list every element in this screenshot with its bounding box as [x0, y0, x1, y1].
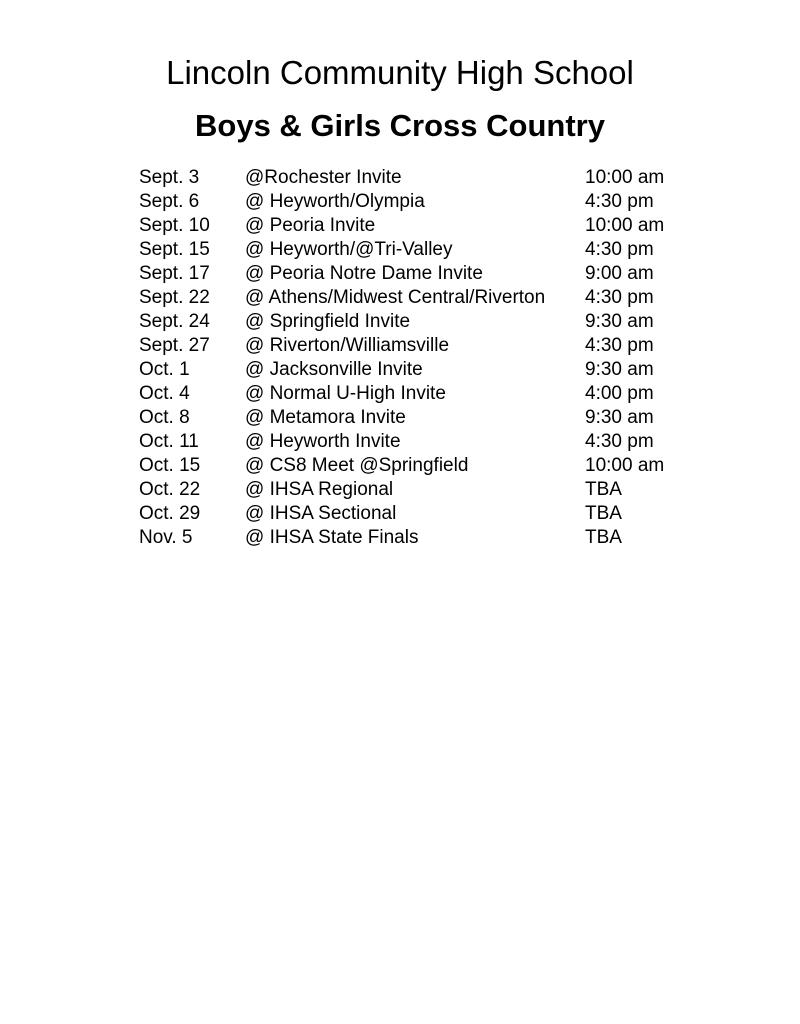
meet-date: Sept. 10 [139, 214, 210, 236]
meet-event: @ IHSA Sectional [245, 502, 397, 524]
schedule-row: Oct. 15 @ CS8 Meet @Springfield 10:00 am [139, 454, 740, 478]
meet-date: Sept. 24 [139, 310, 210, 332]
meet-time: 9:00 am [585, 262, 654, 284]
meet-date: Oct. 11 [139, 430, 199, 452]
schedule-row: Sept. 15 @ Heyworth/@Tri-Valley 4:30 pm [139, 238, 740, 262]
schedule-row: Sept. 22 @ Athens/Midwest Central/Rivert… [139, 286, 740, 310]
team-subtitle: Boys & Girls Cross Country [195, 107, 605, 143]
meet-event: @ Riverton/Williamsville [245, 334, 450, 356]
meet-date: Sept. 3 [139, 166, 200, 188]
schedule-row: Oct. 29 @ IHSA Sectional TBA [139, 502, 740, 526]
schedule-row: Oct. 1 @ Jacksonville Invite 9:30 am [139, 358, 740, 382]
meet-time: 9:30 am [585, 406, 654, 428]
meet-time: TBA [585, 478, 622, 500]
meet-time: TBA [585, 502, 622, 524]
schedule-row: Oct. 22 @ IHSA Regional TBA [139, 478, 740, 502]
meet-date: Sept. 15 [139, 238, 210, 260]
schedule-row: Sept. 24 @ Springfield Invite 9:30 am [139, 310, 740, 334]
schedule-row: Nov. 5 @ IHSA State Finals TBA [139, 526, 740, 550]
meet-time: 4:00 pm [585, 382, 654, 404]
meet-time: 4:30 pm [585, 334, 654, 356]
meet-time: 10:00 am [585, 166, 665, 188]
meet-date: Oct. 8 [139, 406, 190, 428]
schedule-row: Sept. 3 @Rochester Invite 10:00 am [139, 166, 740, 190]
meet-date: Sept. 22 [139, 286, 210, 308]
meet-date: Sept. 17 [139, 262, 210, 284]
meet-date: Oct. 1 [139, 358, 190, 380]
meet-date: Sept. 27 [139, 334, 210, 356]
meet-event: @ Peoria Invite [245, 214, 376, 236]
meet-event: @ Athens/Midwest Central/Riverton [245, 286, 546, 308]
meet-date: Nov. 5 [139, 526, 193, 548]
meet-date: Oct. 4 [139, 382, 190, 404]
meet-date: Oct. 22 [139, 478, 201, 500]
meet-date: Sept. 6 [139, 190, 200, 212]
meet-time: 9:30 am [585, 358, 654, 380]
meet-time: TBA [585, 526, 622, 548]
meet-time: 4:30 pm [585, 190, 654, 212]
meet-event: @ Springfield Invite [245, 310, 411, 332]
meet-date: Oct. 29 [139, 502, 201, 524]
meet-event: @ Peoria Notre Dame Invite [245, 262, 483, 284]
schedule-row: Oct. 8 @ Metamora Invite 9:30 am [139, 406, 740, 430]
meet-event: @ CS8 Meet @Springfield [245, 454, 469, 476]
school-title: Lincoln Community High School [166, 54, 634, 91]
meet-time: 4:30 pm [585, 238, 654, 260]
schedule-row: Sept. 6 @ Heyworth/Olympia 4:30 pm [139, 190, 740, 214]
meet-time: 10:00 am [585, 214, 665, 236]
meet-time: 4:30 pm [585, 286, 654, 308]
meet-event: @Rochester Invite [245, 166, 402, 188]
meet-event: @ Normal U-High Invite [245, 382, 446, 404]
schedule-row: Sept. 17 @ Peoria Notre Dame Invite 9:00… [139, 262, 740, 286]
meet-event: @ Heyworth/@Tri-Valley [245, 238, 453, 260]
schedule-row: Sept. 27 @ Riverton/Williamsville 4:30 p… [139, 334, 740, 358]
meet-time: 4:30 pm [585, 430, 654, 452]
meet-event: @ Heyworth Invite [245, 430, 401, 452]
meet-event: @ IHSA State Finals [245, 526, 419, 548]
schedule-row: Oct. 4 @ Normal U-High Invite 4:00 pm [139, 382, 740, 406]
schedule-row: Oct. 11 @ Heyworth Invite 4:30 pm [139, 430, 740, 454]
meet-event: @ IHSA Regional [245, 478, 394, 500]
meet-time: 10:00 am [585, 454, 665, 476]
meet-event: @ Jacksonville Invite [245, 358, 423, 380]
meet-date: Oct. 15 [139, 454, 201, 476]
schedule-row: Sept. 10 @ Peoria Invite 10:00 am [139, 214, 740, 238]
meet-event: @ Metamora Invite [245, 406, 406, 428]
meet-time: 9:30 am [585, 310, 654, 332]
meet-event: @ Heyworth/Olympia [245, 190, 425, 212]
meet-schedule-list: Sept. 3 @Rochester Invite 10:00 am Sept.… [139, 166, 740, 550]
